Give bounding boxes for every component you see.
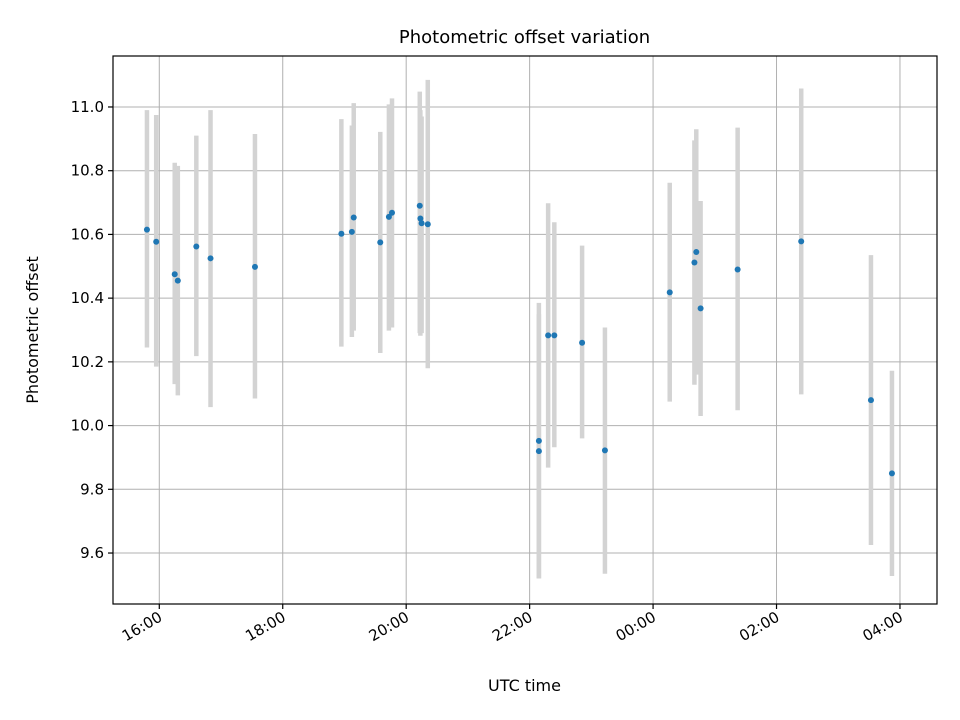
x-tick-label: 18:00 bbox=[242, 608, 288, 645]
x-tick-label: 02:00 bbox=[736, 608, 782, 645]
data-point bbox=[691, 259, 698, 266]
data-point bbox=[551, 332, 558, 339]
data-point bbox=[734, 266, 741, 273]
data-point bbox=[153, 238, 160, 245]
y-tick-label: 9.8 bbox=[80, 480, 104, 498]
y-tick-label: 10.2 bbox=[71, 353, 104, 371]
data-point bbox=[535, 437, 542, 444]
data-point bbox=[171, 271, 178, 278]
error-bars bbox=[144, 79, 895, 579]
y-tick-label: 11.0 bbox=[71, 98, 104, 116]
data-point bbox=[867, 397, 874, 404]
data-point bbox=[251, 263, 258, 270]
data-point bbox=[798, 238, 805, 245]
data-point bbox=[545, 332, 552, 339]
data-point bbox=[388, 209, 395, 216]
data-point bbox=[417, 215, 424, 222]
data-point bbox=[666, 289, 673, 296]
y-tick-label: 10.6 bbox=[71, 225, 104, 243]
y-tick-label: 10.0 bbox=[71, 417, 104, 435]
data-point bbox=[385, 213, 392, 220]
data-point bbox=[535, 448, 542, 455]
y-axis-ticks: 9.6 9.8 10.0 10.2 10.4 10.6 10.8 11.0 bbox=[71, 98, 113, 562]
x-tick-label: 20:00 bbox=[366, 608, 412, 645]
x-tick-label: 16:00 bbox=[119, 608, 165, 645]
data-point bbox=[416, 202, 423, 209]
data-point bbox=[348, 228, 355, 235]
data-point bbox=[338, 230, 345, 237]
y-axis-label: Photometric offset bbox=[23, 256, 42, 404]
data-point bbox=[418, 220, 425, 227]
y-tick-label: 10.8 bbox=[71, 162, 104, 180]
x-tick-label: 22:00 bbox=[489, 608, 535, 645]
x-axis-ticks: 16:00 18:00 20:00 22:00 00:00 02:00 04:00 bbox=[119, 604, 906, 645]
x-axis-label: UTC time bbox=[488, 676, 561, 695]
data-point bbox=[697, 305, 704, 312]
data-points bbox=[143, 202, 895, 477]
data-point bbox=[350, 214, 357, 221]
data-point bbox=[424, 221, 431, 228]
data-point bbox=[193, 243, 200, 250]
data-point bbox=[888, 470, 895, 477]
data-point bbox=[601, 447, 608, 454]
y-tick-label: 9.6 bbox=[80, 544, 104, 562]
data-point bbox=[174, 277, 181, 284]
data-point bbox=[207, 255, 214, 262]
chart-title: Photometric offset variation bbox=[399, 27, 650, 48]
plot-frame bbox=[112, 55, 938, 605]
x-tick-label: 04:00 bbox=[860, 608, 906, 645]
grid bbox=[113, 56, 937, 604]
data-point bbox=[143, 226, 150, 233]
data-point bbox=[693, 248, 700, 255]
data-point bbox=[377, 239, 384, 246]
x-tick-label: 00:00 bbox=[613, 608, 659, 645]
y-tick-label: 10.4 bbox=[71, 289, 104, 307]
data-point bbox=[579, 339, 586, 346]
